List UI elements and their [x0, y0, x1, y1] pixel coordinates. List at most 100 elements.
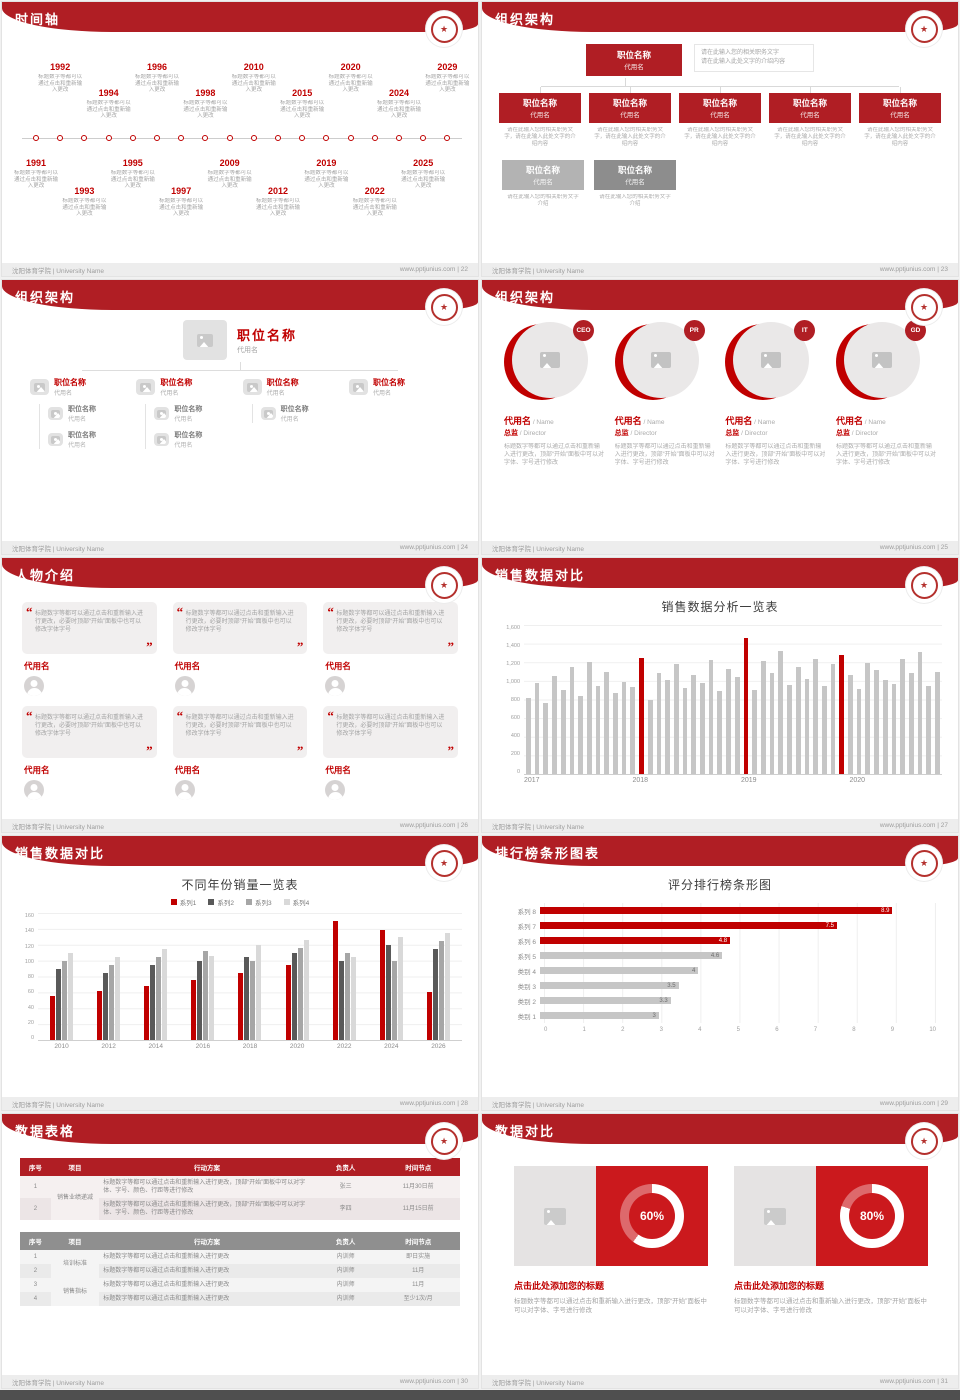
- footer-separator: |: [455, 266, 461, 273]
- timeline-year: 2015: [292, 88, 313, 98]
- member-name: 代用名 / Name: [504, 414, 604, 427]
- position-caption: 请在此输入您的相关职务文字介绍: [507, 194, 579, 207]
- org-position-box: 职位名称 代用名: [502, 160, 584, 190]
- position-title: 职位名称: [882, 98, 917, 108]
- avatar: [325, 676, 346, 696]
- slide-title: 数据表格: [15, 1124, 76, 1139]
- chart-bar: [238, 972, 244, 1040]
- timeline-year: 2024: [388, 88, 410, 98]
- chart-group: [368, 913, 415, 1040]
- chart-bar: [244, 956, 250, 1040]
- cell-deadline: 11月30日前: [376, 1176, 460, 1198]
- legend-label: 系列4: [292, 900, 310, 907]
- slide-footer: 沈阳体育学院 | University Name www.pptjunius.c…: [482, 263, 958, 276]
- cell-owner: 李四: [314, 1198, 377, 1220]
- timeline-year: 2022: [364, 186, 385, 196]
- org-branch: 职位名称 代用名 职位名称 代用名: [30, 377, 131, 456]
- hbar-row: 类别 4 4: [498, 963, 936, 978]
- position-name: 代用名: [890, 112, 910, 119]
- org-sub-text: 职位名称 代用名: [174, 430, 202, 449]
- photo-placeholder: [154, 433, 170, 446]
- chart-bar: [673, 664, 679, 774]
- slide-title: 人物介绍: [15, 568, 76, 583]
- position-title: 职位名称: [702, 98, 737, 108]
- category-label: 类别 4: [517, 968, 536, 976]
- org-branch: 职位名称 代用名 请在此输入您的相关职务文字介绍: [502, 160, 584, 208]
- x-axis: 0 1 2 3 4 5 6 7 8 9 10: [544, 1027, 936, 1033]
- slide-header: 组织架构: [2, 280, 478, 310]
- chart-bar: [385, 944, 391, 1040]
- x-tick-label: 6: [775, 1027, 779, 1033]
- chart-bar: [552, 676, 557, 774]
- org-branch-text: 职位名称 代用名: [267, 377, 299, 397]
- x-tick-label: 8: [852, 1027, 856, 1033]
- people-cards: 标题数字等都可以通过点击和重新输入进行更改，必要时顶部“开始”面板中也可以修改字…: [2, 590, 478, 800]
- member-caption: 标题数字等都可以通过点击和重新输入进行更改，顶部“开始”面板中可以对字体、字号进…: [725, 444, 826, 466]
- slide-24-org-tree[interactable]: 组织架构 职位名称 代用名: [1, 279, 479, 555]
- footer-site-page: www.pptjunius.com | 27: [880, 822, 948, 829]
- page-number: 30: [460, 1378, 468, 1385]
- slide-25-org-members[interactable]: 组织架构 CEO 代用名 / Name 总监 / Director 标题数字等都…: [481, 279, 959, 555]
- chart-area: 系列 8 8.9 系列 7 7.5: [498, 903, 936, 1023]
- slide-31-data-compare[interactable]: 数据对比 60% 点击此处添加您的标题: [481, 1113, 959, 1389]
- chart-bar: [795, 666, 801, 774]
- chart-bar: [150, 964, 156, 1040]
- table-row: 1 培训标准 标题数字等都可以通过点击和重新输入进行更改 内训师 即日实施: [20, 1250, 460, 1278]
- y-tick-label: 60: [27, 989, 34, 996]
- slide-30-data-tables[interactable]: 数据表格 序号项目行动方案负责人时间节点1销售业绩递减标题数字等都可以通过点击和…: [1, 1113, 479, 1389]
- timeline-dot: [275, 135, 281, 141]
- org-sub-nodes: 职位名称 代用名 职位名称 代用名: [145, 404, 237, 449]
- bar-track: 4.6: [540, 952, 936, 959]
- org-sub-node: 职位名称 代用名: [154, 404, 237, 423]
- chart-bar: [787, 684, 792, 774]
- person-icon: [331, 680, 339, 687]
- avatar: [174, 780, 195, 800]
- cell-project: 培训标准: [50, 1250, 100, 1278]
- chart-bar: [917, 652, 923, 774]
- cell-deadline: 11月15日前: [376, 1198, 460, 1220]
- column-header: 行动方案: [99, 1232, 315, 1250]
- slide-footer: 沈阳体育学院 | University Name www.pptjunius.c…: [2, 819, 478, 832]
- avatar: [325, 780, 346, 800]
- connector-line: [625, 78, 626, 86]
- image-placeholder-icon: [34, 382, 45, 392]
- timeline-entry: 1995 标题数字等都可以通过点击和重新输入更改: [109, 158, 157, 190]
- timeline-caption: 标题数字等都可以通过点击和重新输入更改: [183, 100, 228, 119]
- slide-28-sales-chart-grouped[interactable]: 销售数据对比 不同年份销量一览表 系列1 系列2 系列3: [1, 835, 479, 1111]
- slide-26-people-intro[interactable]: 人物介绍 标题数字等都可以通过点击和重新输入进行更改，必要时顶部“开始”面板中也…: [1, 557, 479, 833]
- chart-bar: [691, 675, 697, 774]
- org-position-box: 职位名称 代用名: [859, 93, 941, 123]
- legend-item: 系列2: [208, 897, 234, 907]
- card-title: 点击此处添加您的标题: [734, 1281, 825, 1291]
- hbar: 4.8: [540, 937, 731, 944]
- university-seal-logo: [906, 567, 942, 603]
- member-role-en: / Director: [518, 430, 547, 437]
- footer-separator: |: [935, 822, 941, 829]
- slide-22-timeline[interactable]: 时间轴 1991 标题数字等都可以通过点击和重新输入更改 1992 标题数字等都…: [1, 1, 479, 277]
- timeline-dot: [57, 135, 64, 141]
- image-placeholder-icon: [544, 1207, 566, 1225]
- slide-27-sales-chart[interactable]: 销售数据对比 销售数据分析一览表 1,600 1,400 1,200 1,000 800…: [481, 557, 959, 833]
- chart-bar: [103, 972, 109, 1040]
- chart-bar: [50, 996, 56, 1040]
- quote-bubble: 标题数字等都可以通过点击和重新输入进行更改，必要时顶部“开始”面板中也可以修改字…: [323, 706, 458, 758]
- bar-value-label: 4.8: [718, 937, 728, 944]
- chart-bar: [908, 673, 914, 774]
- slide-29-ranking-chart[interactable]: 排行榜条形图表 评分排行榜条形图 系列 8 8.9: [481, 835, 959, 1111]
- slide-23-org-chart[interactable]: 组织架构 职位名称 代用名 请在此输入您的相关职务文字 请在此输入此处文字的介绍…: [481, 1, 959, 277]
- legend-swatch: [208, 899, 215, 905]
- slide-header: 销售数据对比: [2, 836, 478, 866]
- org-sub-nodes: 职位名称 代用名: [251, 404, 344, 423]
- org-sub-text: 职位名称 代用名: [68, 404, 96, 423]
- footer-school-name: 沈阳体育学院 | University Name: [12, 267, 104, 275]
- timeline-year: 1997: [171, 186, 192, 196]
- org-chart-canvas: 职位名称 代用名 请在此输入您的相关职务文字 请在此输入此处文字的介绍内容 职位…: [482, 34, 958, 263]
- person-card: 标题数字等都可以通过点击和重新输入进行更改，必要时顶部“开始”面板中也可以修改字…: [22, 602, 157, 696]
- position-name: 代用名: [68, 443, 87, 449]
- footer-school-name: 沈阳体育学院 | University Name: [492, 267, 584, 275]
- chart-bar: [926, 685, 932, 774]
- org-note: 请在此输入您的相关职务文字 请在此输入此处文字的介绍内容: [694, 44, 814, 72]
- footer-site: www.pptjunius.com: [879, 266, 936, 273]
- y-tick-label: 0: [516, 769, 520, 775]
- page-number: 27: [940, 822, 948, 829]
